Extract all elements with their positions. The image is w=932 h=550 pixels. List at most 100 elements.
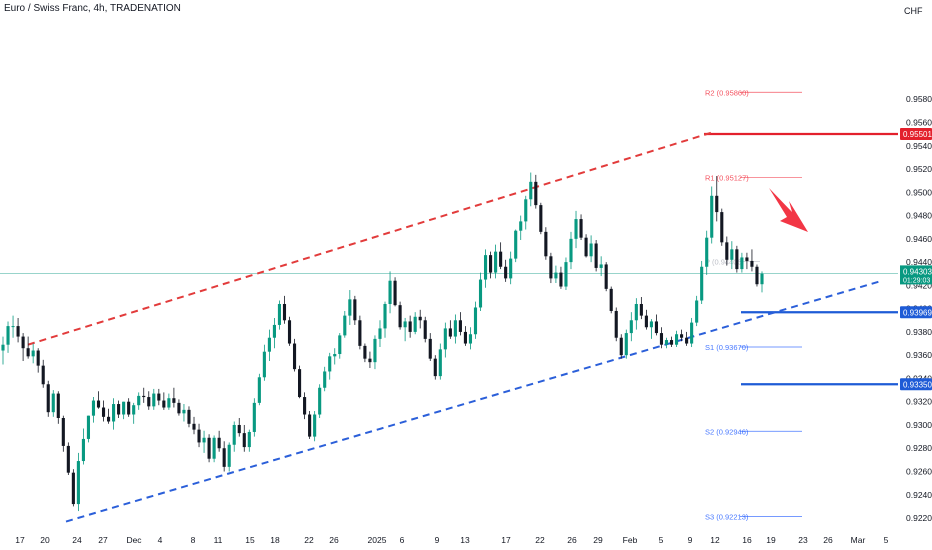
candle-body xyxy=(46,384,50,413)
candle-body xyxy=(192,423,196,430)
candle-body xyxy=(343,315,347,336)
candle-body xyxy=(76,461,80,505)
x-tick-label: 16 xyxy=(742,535,752,545)
candle-body xyxy=(303,397,307,415)
candle-body xyxy=(197,429,201,443)
candle-body xyxy=(217,437,221,449)
candle-body xyxy=(6,326,10,345)
x-tick-label: 20 xyxy=(40,535,50,545)
pivot-label: P (0.94406) xyxy=(705,257,745,266)
candle-body xyxy=(750,260,754,267)
candle-body xyxy=(519,221,523,231)
candle-body xyxy=(237,424,241,434)
candle-body xyxy=(579,219,583,238)
candle-body xyxy=(760,273,764,285)
candle-body xyxy=(685,337,689,344)
candle-body xyxy=(127,401,131,415)
candle-body xyxy=(202,437,206,443)
candle-body xyxy=(96,400,101,408)
candle-body xyxy=(664,340,669,345)
x-tick-label: 22 xyxy=(304,535,314,545)
candle-body xyxy=(257,377,261,403)
candle-body xyxy=(368,358,372,363)
candle-body xyxy=(619,337,623,356)
candle-body xyxy=(604,264,608,289)
x-tick-label: 9 xyxy=(435,535,440,545)
x-tick-label: 19 xyxy=(766,535,776,545)
x-tick-label: 2025 xyxy=(368,535,387,545)
x-tick-label: 23 xyxy=(798,535,808,545)
candle-body xyxy=(584,237,588,257)
candle-body xyxy=(695,300,699,323)
candle-body xyxy=(509,258,513,279)
pivot-label: S3 (0.92213) xyxy=(705,513,749,522)
candle-body xyxy=(649,321,653,328)
time-axis[interactable]: 17 20 24 27 Dec 4 8 11 15 18 22 26 2025 6 9 13 17 22 26 29 F… xyxy=(15,535,888,545)
candle-body xyxy=(413,316,417,332)
candle-body xyxy=(56,393,60,418)
arrow-annotation xyxy=(769,188,808,232)
candle-body xyxy=(544,231,548,257)
candle-body xyxy=(112,404,116,422)
candle-body xyxy=(222,448,226,467)
lower-channel-line xyxy=(65,279,883,523)
candle-body xyxy=(423,320,427,339)
candle-body xyxy=(91,400,96,416)
candle-body xyxy=(529,181,533,200)
candle-body xyxy=(11,326,15,328)
pivot-label: R1 (0.95127) xyxy=(705,174,749,183)
candle-body xyxy=(408,321,412,332)
candle-body xyxy=(383,303,387,329)
x-tick-label: 8 xyxy=(191,535,196,545)
candle-body xyxy=(443,328,447,350)
candle-body xyxy=(313,414,317,437)
current-price-tag xyxy=(900,265,932,285)
candle-body xyxy=(740,257,744,270)
candle-body xyxy=(639,303,643,316)
x-tick-label: Mar xyxy=(851,535,866,545)
candle-body xyxy=(61,417,65,446)
candle-body xyxy=(710,195,714,238)
candle-body xyxy=(247,431,251,448)
candle-body xyxy=(21,336,25,349)
candle-body xyxy=(26,348,30,357)
candle-body xyxy=(654,321,659,334)
candles xyxy=(1,172,764,512)
candle-body xyxy=(31,350,35,357)
candle-body xyxy=(298,369,302,398)
candle-body xyxy=(398,305,402,328)
candle-body xyxy=(690,322,694,344)
candle-body xyxy=(81,438,85,462)
candle-body xyxy=(554,272,558,279)
x-tick-label: 9 xyxy=(688,535,693,545)
candle-body xyxy=(51,393,55,413)
x-tick-label: 17 xyxy=(501,535,511,545)
candle-body xyxy=(680,334,684,338)
candle-body xyxy=(86,415,91,439)
candle-body xyxy=(106,416,111,422)
candle-body xyxy=(272,324,276,338)
candle-body xyxy=(564,262,568,287)
candle-body xyxy=(36,350,40,366)
x-tick-label: 26 xyxy=(329,535,339,545)
candle-body xyxy=(388,280,392,304)
candle-body xyxy=(755,266,759,285)
candle-body xyxy=(212,437,216,459)
x-tick-label: 15 xyxy=(245,535,255,545)
candle-body xyxy=(489,255,493,273)
candle-body xyxy=(730,249,734,260)
candle-body xyxy=(71,472,75,505)
x-tick-label: 29 xyxy=(593,535,603,545)
candle-body xyxy=(358,320,362,346)
candle-body xyxy=(433,358,437,377)
x-tick-label: 5 xyxy=(884,535,889,545)
candle-body xyxy=(458,320,462,332)
